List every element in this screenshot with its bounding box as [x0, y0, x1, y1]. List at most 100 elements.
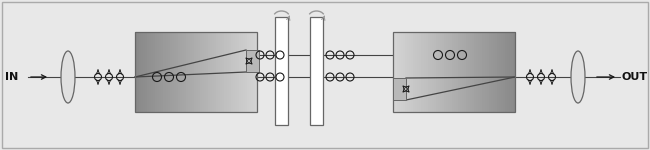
- Bar: [147, 32, 150, 112]
- Bar: [403, 32, 406, 112]
- Bar: [235, 32, 237, 112]
- Bar: [166, 32, 168, 112]
- Text: OUT: OUT: [622, 72, 648, 82]
- Bar: [246, 50, 259, 72]
- Bar: [432, 32, 434, 112]
- Bar: [176, 32, 179, 112]
- Bar: [135, 32, 257, 112]
- Bar: [186, 32, 188, 112]
- Bar: [442, 32, 445, 112]
- Bar: [415, 32, 418, 112]
- Bar: [216, 32, 219, 112]
- Bar: [194, 32, 197, 112]
- Bar: [450, 32, 453, 112]
- Bar: [421, 32, 424, 112]
- Bar: [513, 32, 516, 112]
- Bar: [454, 32, 457, 112]
- Bar: [474, 32, 477, 112]
- Bar: [143, 32, 146, 112]
- Bar: [198, 32, 201, 112]
- Bar: [487, 32, 489, 112]
- Bar: [491, 32, 493, 112]
- Bar: [251, 32, 254, 112]
- Bar: [417, 32, 421, 112]
- Bar: [476, 32, 479, 112]
- Bar: [411, 32, 414, 112]
- Bar: [473, 32, 475, 112]
- Bar: [505, 32, 508, 112]
- Bar: [500, 32, 504, 112]
- Bar: [399, 32, 402, 112]
- Bar: [456, 32, 459, 112]
- Bar: [470, 32, 473, 112]
- Bar: [436, 32, 439, 112]
- Bar: [482, 32, 486, 112]
- Bar: [397, 32, 400, 112]
- Bar: [182, 32, 185, 112]
- Bar: [489, 32, 491, 112]
- Bar: [245, 32, 248, 112]
- Bar: [161, 32, 164, 112]
- Bar: [170, 32, 172, 112]
- Bar: [249, 32, 252, 112]
- Bar: [229, 32, 231, 112]
- Bar: [139, 32, 142, 112]
- Bar: [204, 32, 207, 112]
- Bar: [464, 32, 467, 112]
- Bar: [480, 32, 483, 112]
- Bar: [213, 32, 215, 112]
- Bar: [226, 32, 229, 112]
- Bar: [484, 32, 488, 112]
- Bar: [159, 32, 162, 112]
- Bar: [440, 32, 443, 112]
- Bar: [206, 32, 209, 112]
- Bar: [468, 32, 471, 112]
- Bar: [430, 32, 432, 112]
- Ellipse shape: [571, 51, 585, 103]
- Bar: [509, 32, 512, 112]
- Bar: [214, 32, 217, 112]
- Bar: [237, 32, 239, 112]
- Bar: [190, 32, 193, 112]
- Bar: [462, 32, 465, 112]
- Bar: [184, 32, 187, 112]
- Bar: [137, 32, 140, 112]
- Bar: [495, 32, 497, 112]
- Bar: [145, 32, 148, 112]
- Bar: [458, 32, 461, 112]
- Bar: [220, 32, 223, 112]
- Bar: [240, 32, 244, 112]
- Bar: [511, 32, 514, 112]
- Bar: [188, 32, 190, 112]
- Bar: [419, 32, 422, 112]
- Bar: [460, 32, 463, 112]
- Bar: [275, 17, 288, 125]
- Bar: [395, 32, 398, 112]
- Bar: [163, 32, 166, 112]
- Bar: [141, 32, 144, 112]
- Bar: [255, 32, 258, 112]
- Bar: [210, 32, 213, 112]
- Bar: [153, 32, 156, 112]
- Bar: [218, 32, 221, 112]
- Bar: [177, 32, 181, 112]
- Bar: [172, 32, 174, 112]
- Bar: [393, 78, 406, 100]
- Bar: [437, 32, 441, 112]
- Bar: [507, 32, 510, 112]
- Bar: [222, 32, 226, 112]
- Bar: [151, 32, 154, 112]
- Bar: [200, 32, 203, 112]
- Bar: [224, 32, 227, 112]
- Bar: [155, 32, 158, 112]
- Bar: [135, 32, 138, 112]
- Bar: [503, 32, 506, 112]
- Bar: [434, 32, 437, 112]
- Bar: [393, 32, 396, 112]
- Bar: [405, 32, 408, 112]
- Bar: [239, 32, 242, 112]
- Bar: [452, 32, 455, 112]
- Bar: [174, 32, 176, 112]
- Bar: [413, 32, 416, 112]
- Bar: [310, 17, 323, 125]
